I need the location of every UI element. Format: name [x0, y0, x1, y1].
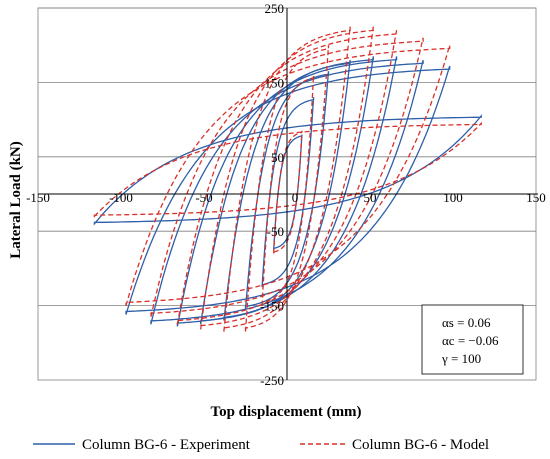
- x-tick-label: 0: [292, 190, 299, 205]
- x-tick-label: -150: [26, 190, 50, 205]
- legend-label-model: Column BG-6 - Model: [352, 437, 489, 453]
- loop-experiment-cycle-9: [93, 114, 482, 226]
- loop-model-cycle-3: [244, 45, 330, 332]
- y-tick-label: 50: [271, 150, 284, 165]
- loop-model-cycle-8: [125, 45, 451, 306]
- loop-model-cycle-6: [176, 30, 398, 325]
- annotation-alpha-s: αs = 0.06: [442, 315, 491, 330]
- tick-labels: -150 -100 -50 0 50 100 150 250 150 50 -50 -150 -250: [26, 1, 546, 388]
- loop-experiment-cycle-2: [261, 97, 315, 288]
- legend-label-experiment: Column BG-6 - Experiment: [82, 437, 251, 453]
- loop-model-cycle-2: [261, 74, 315, 306]
- x-tick-label: 150: [526, 190, 546, 205]
- axes: [37, 7, 537, 381]
- series-model: [93, 26, 482, 332]
- x-tick-label: 50: [364, 190, 377, 205]
- loop-model-cycle-5: [200, 26, 374, 330]
- y-tick-label: 150: [265, 75, 285, 90]
- loop-experiment-cycle-7: [150, 59, 424, 325]
- x-tick-label: 100: [443, 190, 463, 205]
- series-experiment: [93, 56, 482, 327]
- legend: Column BG-6 - Experiment Column BG-6 - M…: [33, 437, 489, 453]
- loop-experiment-cycle-3: [244, 71, 330, 310]
- parameter-annotation-box: αs = 0.06 αc = −0.06 γ = 100: [421, 304, 524, 375]
- y-axis-title: Lateral Load (kN): [8, 141, 24, 259]
- loop-model-cycle-4: [223, 26, 351, 332]
- series-layer: [93, 26, 482, 332]
- x-axis-title: Top displacement (mm): [210, 404, 361, 420]
- loop-model-cycle-7: [150, 37, 424, 317]
- x-tick-label: -100: [109, 190, 133, 205]
- annotation-alpha-c: αc = −0.06: [442, 333, 499, 348]
- y-tick-label: -150: [260, 299, 284, 314]
- loop-model-cycle-1: [273, 130, 303, 254]
- y-tick-label: -50: [267, 224, 284, 239]
- x-tick-label: -50: [195, 190, 212, 205]
- loop-experiment-cycle-1: [273, 134, 303, 250]
- loop-model-cycle-9: [93, 121, 482, 218]
- loop-experiment-cycle-6: [176, 56, 398, 327]
- y-tick-label: 250: [265, 1, 285, 16]
- y-tick-label: -250: [260, 373, 284, 388]
- annotation-gamma: γ = 100: [441, 351, 481, 366]
